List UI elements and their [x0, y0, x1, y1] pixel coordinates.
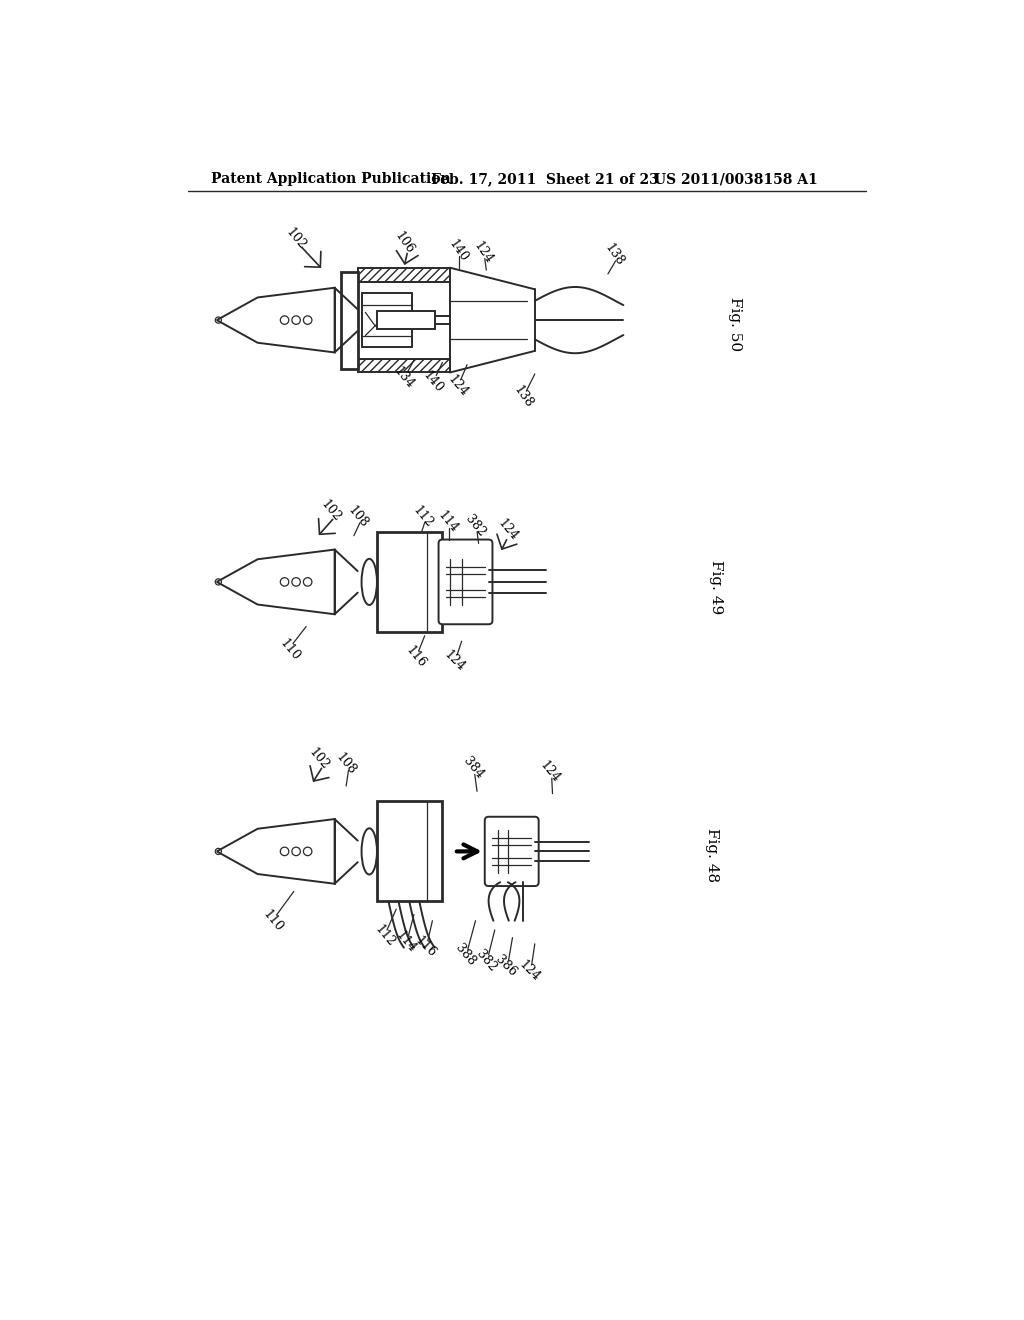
Text: 114: 114: [393, 928, 419, 954]
Text: Patent Application Publication: Patent Application Publication: [211, 172, 451, 186]
Text: 116: 116: [413, 933, 438, 960]
Text: 106: 106: [392, 230, 416, 256]
Text: 124: 124: [516, 958, 543, 983]
Text: 138: 138: [511, 384, 536, 411]
Bar: [341, 272, 357, 368]
Text: 110: 110: [260, 907, 286, 935]
Text: 124: 124: [496, 516, 520, 543]
Text: 108: 108: [345, 503, 371, 529]
Text: 140: 140: [421, 368, 445, 395]
FancyBboxPatch shape: [438, 540, 493, 624]
Text: 388: 388: [453, 942, 478, 969]
Text: 140: 140: [445, 238, 470, 264]
Text: Feb. 17, 2011  Sheet 21 of 23: Feb. 17, 2011 Sheet 21 of 23: [431, 172, 658, 186]
Text: 112: 112: [411, 503, 436, 529]
Text: 110: 110: [278, 636, 303, 663]
Text: 138: 138: [602, 242, 627, 268]
Text: 112: 112: [372, 923, 397, 949]
Text: 102: 102: [284, 226, 309, 252]
Bar: [357, 281, 451, 359]
Text: Fig. 50: Fig. 50: [728, 297, 742, 351]
Text: Fig. 48: Fig. 48: [705, 828, 719, 882]
FancyBboxPatch shape: [484, 817, 539, 886]
Text: 116: 116: [402, 644, 428, 671]
Text: 102: 102: [318, 498, 343, 524]
Text: 124: 124: [445, 372, 470, 399]
Text: 384: 384: [461, 755, 486, 781]
Bar: [357, 268, 451, 281]
Text: 124: 124: [538, 759, 563, 785]
Text: 124: 124: [441, 648, 467, 675]
Bar: [357, 359, 451, 372]
Text: US 2011/0038158 A1: US 2011/0038158 A1: [654, 172, 818, 186]
Text: Fig. 49: Fig. 49: [709, 560, 723, 614]
Bar: [377, 312, 435, 330]
Bar: [361, 293, 412, 347]
Text: 102: 102: [306, 746, 332, 772]
Bar: [377, 532, 442, 632]
Text: 382: 382: [463, 512, 488, 539]
Text: 108: 108: [334, 751, 358, 777]
Text: 124: 124: [471, 240, 496, 267]
Text: 382: 382: [474, 948, 499, 974]
Text: 114: 114: [435, 508, 461, 535]
Text: 134: 134: [391, 364, 417, 391]
Bar: [377, 801, 442, 902]
Text: 386: 386: [494, 953, 519, 979]
